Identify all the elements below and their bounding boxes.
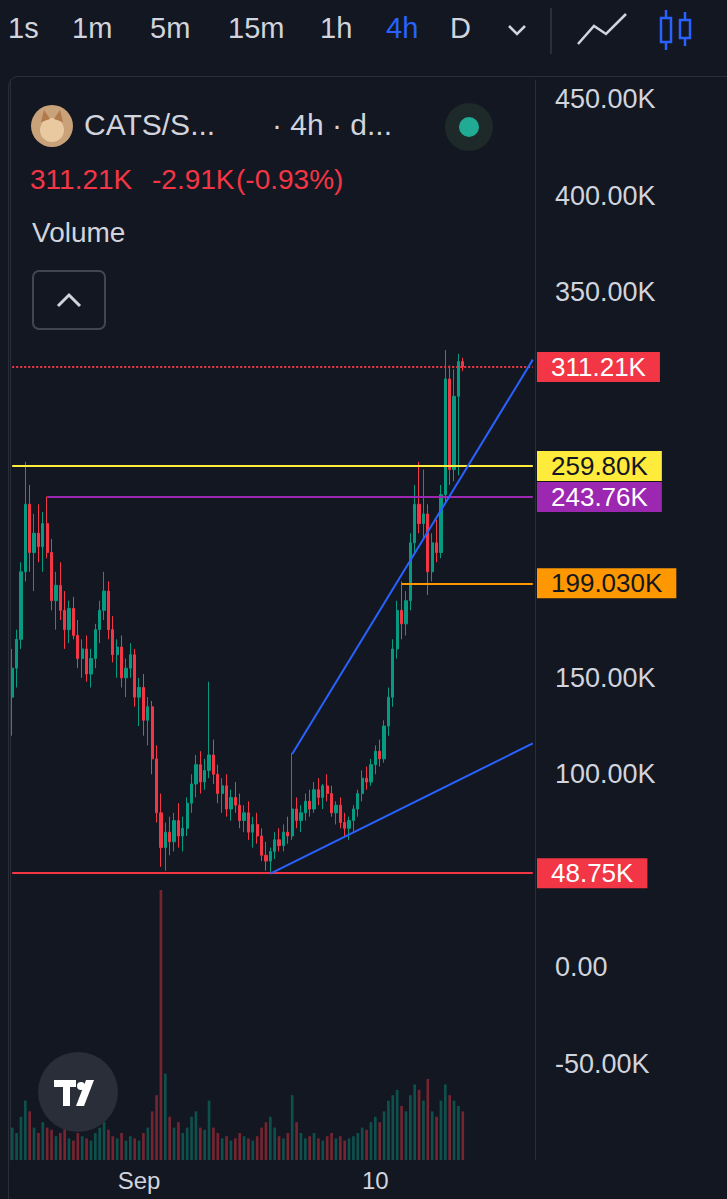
html-text:· 4h · d...: · 4h · d...: [272, 108, 392, 141]
html-text:-2.91K (-0.93%): -2.91K (-0.93%): [152, 164, 344, 195]
svg-text:100.00K: 100.00K: [555, 759, 656, 789]
svg-text:10: 10: [362, 1167, 389, 1194]
html-text:D: D: [450, 12, 471, 44]
svg-text:-50.00K: -50.00K: [555, 1049, 650, 1079]
svg-text:450.00K: 450.00K: [555, 84, 656, 114]
svg-text:150.00K: 150.00K: [555, 663, 656, 693]
html-text:1h: 1h: [320, 12, 353, 44]
svg-text:Sep: Sep: [118, 1167, 161, 1194]
svg-text:243.76K: 243.76K: [551, 482, 649, 512]
svg-text:199.030K: 199.030K: [551, 568, 663, 598]
svg-text:48.75K: 48.75K: [551, 858, 634, 888]
svg-text:400.00K: 400.00K: [555, 181, 656, 211]
svg-text:0.00: 0.00: [555, 952, 608, 982]
html-text:4h: 4h: [386, 12, 419, 44]
html-text:Volume: Volume: [32, 217, 126, 248]
svg-text:259.80K: 259.80K: [551, 451, 649, 481]
html-text:15m: 15m: [228, 12, 285, 44]
svg-text:350.00K: 350.00K: [555, 277, 656, 307]
html-text:CATS/S...: CATS/S...: [84, 108, 216, 141]
html-text:5m: 5m: [150, 12, 191, 44]
svg-text:311.21K: 311.21K: [551, 352, 647, 382]
html-text:1s: 1s: [8, 12, 39, 44]
html-text:311.21K: 311.21K: [30, 164, 133, 195]
html-text:1m: 1m: [72, 12, 113, 44]
